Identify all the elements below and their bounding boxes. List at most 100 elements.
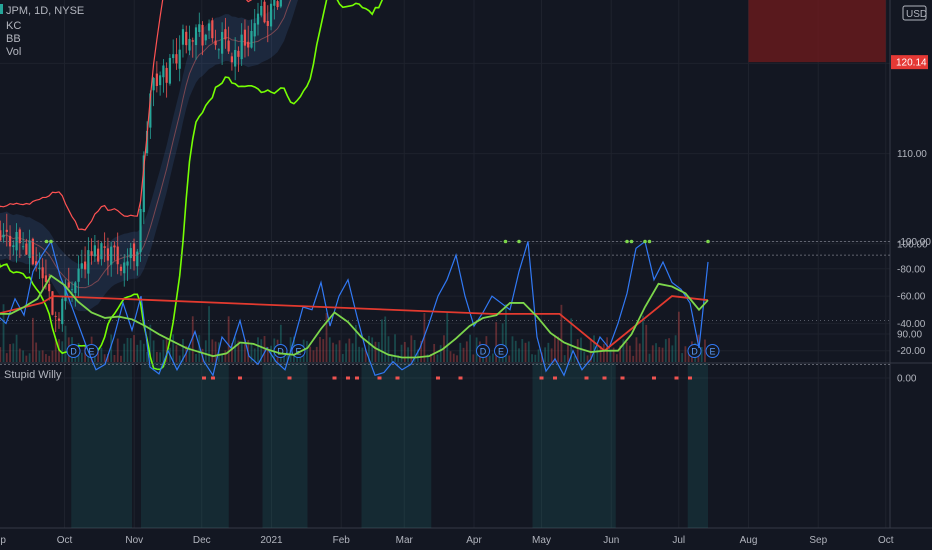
candle-body[interactable]: [90, 251, 93, 256]
symbol-title[interactable]: JPM, 1D, NYSE: [6, 5, 84, 17]
candle-body[interactable]: [211, 20, 214, 39]
keltner-channel-fill[interactable]: [0, 0, 705, 312]
candle-body[interactable]: [2, 234, 5, 238]
candle-body[interactable]: [250, 31, 253, 48]
candle-body[interactable]: [113, 245, 116, 248]
candle-body[interactable]: [31, 238, 34, 265]
candle-body[interactable]: [243, 29, 247, 46]
candle-body[interactable]: [61, 298, 64, 325]
candle-body[interactable]: [54, 316, 57, 317]
earnings-marker[interactable]: [494, 344, 508, 358]
candle-body[interactable]: [178, 49, 181, 69]
oscillator-title[interactable]: Stupid Willy: [4, 369, 62, 381]
candle-body[interactable]: [64, 286, 67, 302]
dividend-marker[interactable]: [687, 344, 702, 358]
stop-loss-zone[interactable]: [748, 0, 886, 63]
candle-body[interactable]: [12, 245, 15, 248]
candle-body[interactable]: [204, 34, 207, 41]
candle-body[interactable]: [221, 32, 224, 54]
candle-body[interactable]: [41, 267, 44, 279]
candle-body[interactable]: [97, 248, 100, 262]
candle-body[interactable]: [77, 268, 80, 282]
currency-button[interactable]: [902, 5, 927, 21]
candle-body[interactable]: [207, 23, 211, 31]
candle-body[interactable]: [253, 23, 256, 37]
indicator-bb-label[interactable]: BB: [6, 33, 21, 45]
indicator-kc-label[interactable]: KC: [6, 20, 21, 32]
candle-body[interactable]: [263, 1, 266, 23]
candle-body[interactable]: [188, 38, 191, 51]
candle-body[interactable]: [185, 31, 188, 46]
candle-body[interactable]: [132, 243, 136, 262]
candle-body[interactable]: [194, 27, 198, 46]
dividend-marker[interactable]: [66, 344, 81, 358]
candle-body[interactable]: [22, 246, 25, 248]
candle-body[interactable]: [175, 54, 178, 64]
candle-body[interactable]: [74, 282, 77, 294]
earnings-marker[interactable]: [705, 344, 720, 358]
candle-body[interactable]: [191, 40, 194, 42]
candle-body[interactable]: [44, 275, 48, 282]
candle-body[interactable]: [67, 282, 70, 288]
candle-body[interactable]: [234, 49, 237, 67]
candle-body[interactable]: [0, 230, 2, 241]
candle-body[interactable]: [152, 77, 155, 91]
candle-body[interactable]: [139, 208, 142, 253]
candle-body[interactable]: [126, 261, 129, 266]
candle-body[interactable]: [57, 318, 61, 321]
candle-body[interactable]: [181, 29, 185, 45]
candle-body[interactable]: [230, 56, 233, 63]
candle-body[interactable]: [260, 6, 263, 16]
oscillator-fast-line[interactable]: [0, 240, 709, 377]
candle-body[interactable]: [28, 240, 31, 258]
candle-body[interactable]: [103, 246, 106, 248]
candle-body[interactable]: [159, 75, 162, 86]
candle-body[interactable]: [100, 243, 103, 260]
candle-body[interactable]: [48, 284, 51, 292]
candle-body[interactable]: [38, 267, 41, 270]
candle-body[interactable]: [51, 291, 54, 315]
candle-body[interactable]: [247, 41, 250, 48]
candle-body[interactable]: [25, 243, 28, 255]
candle-body[interactable]: [35, 261, 38, 266]
candle-body[interactable]: [83, 261, 87, 270]
oscillator-trend-line[interactable]: [0, 295, 709, 352]
candle-body[interactable]: [110, 246, 113, 265]
candle-body[interactable]: [119, 266, 123, 271]
price-label-badge[interactable]: [891, 55, 928, 70]
candle-body[interactable]: [214, 40, 217, 46]
candle-body[interactable]: [80, 263, 83, 269]
candle-body[interactable]: [145, 130, 149, 154]
bollinger-upper-band[interactable]: [0, 0, 705, 231]
candle-body[interactable]: [93, 245, 96, 257]
candle-body[interactable]: [237, 50, 240, 57]
dividend-marker[interactable]: [476, 344, 490, 358]
bb-basis-line[interactable]: [0, 0, 705, 289]
candle-body[interactable]: [129, 248, 132, 259]
candle-body[interactable]: [70, 289, 74, 291]
candle-body[interactable]: [273, 0, 276, 6]
candle-body[interactable]: [123, 262, 126, 274]
candle-body[interactable]: [279, 0, 282, 7]
candle-body[interactable]: [106, 248, 110, 261]
bollinger-lower-band[interactable]: [0, 0, 705, 371]
candle-body[interactable]: [18, 229, 21, 244]
candle-body[interactable]: [149, 93, 152, 128]
candle-body[interactable]: [136, 251, 139, 267]
candle-body[interactable]: [269, 3, 273, 27]
oscillator-pane[interactable]: [0, 239, 890, 528]
candle-body[interactable]: [276, 1, 279, 8]
candle-body[interactable]: [165, 67, 168, 83]
candle-body[interactable]: [224, 29, 227, 40]
candle-body[interactable]: [217, 49, 220, 51]
candle-body[interactable]: [8, 235, 12, 247]
candle-body[interactable]: [266, 20, 269, 26]
candle-body[interactable]: [5, 229, 8, 232]
candle-body[interactable]: [198, 24, 201, 33]
candle-body[interactable]: [142, 155, 145, 213]
candle-body[interactable]: [87, 250, 90, 274]
candle-body[interactable]: [155, 73, 158, 86]
indicator-vol-label[interactable]: Vol: [6, 46, 21, 58]
candle-body[interactable]: [240, 34, 243, 60]
